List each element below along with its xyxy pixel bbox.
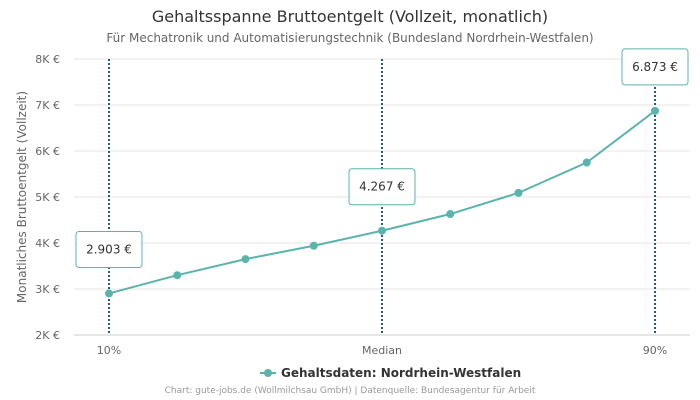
data-point[interactable] [514,188,523,197]
y-axis-title: Monatliches Bruttoentgelt (Vollzeit) [15,91,29,303]
data-point[interactable] [582,158,591,167]
y-tick-label: 4K € [35,237,60,250]
y-tick-label: 8K € [35,53,60,66]
y-tick-label: 2K € [35,329,60,342]
data-point[interactable] [446,210,455,219]
series-layer [105,106,659,298]
callout-label: 4.267 € [359,180,405,194]
callout-box [621,48,689,86]
data-point[interactable] [378,226,386,235]
legend-item[interactable]: Gehaltsdaten: Nordrhein-Westfalen [260,366,521,380]
x-tick-label: 90% [643,344,667,357]
data-point[interactable] [241,255,250,264]
y-tick-label: 7K € [35,99,60,112]
callout-box [75,230,143,268]
x-tick-label: 10% [97,344,121,357]
chart-title: Gehaltsspanne Bruttoentgelt (Vollzeit, m… [151,7,549,26]
legend[interactable]: Gehaltsdaten: Nordrhein-Westfalen [260,366,521,380]
legend-marker-symbol [264,369,272,377]
value-callout: 6.873 € [621,48,689,86]
y-tick-label: 3K € [35,283,60,296]
y-tick-label: 6K € [35,145,60,158]
data-point[interactable] [173,271,182,280]
callout-label: 6.873 € [632,60,678,74]
y-tick-label: 5K € [35,191,60,204]
chart-subtitle: Für Mechatronik und Automatisierungstech… [106,31,594,45]
x-tick-label: Median [362,344,402,357]
value-callouts: 2.903 € 4.267 € 6.873 € [75,48,689,268]
value-callout: 4.267 € [348,168,416,206]
value-callout: 2.903 € [75,230,143,268]
callout-box [348,168,416,206]
y-axis-ticks: 2K € 3K € 4K € 5K € 6K € 7K € 8K € [35,53,60,342]
data-point[interactable] [651,106,659,115]
chart-credits[interactable]: Chart: gute-jobs.de (Wollmilchsau GmbH) … [164,386,536,396]
x-axis-ticks: 10% Median 90% [97,344,667,357]
data-point[interactable] [309,241,318,250]
legend-label: Gehaltsdaten: Nordrhein-Westfalen [281,366,521,380]
callout-label: 2.903 € [86,242,132,256]
data-point[interactable] [105,289,113,298]
